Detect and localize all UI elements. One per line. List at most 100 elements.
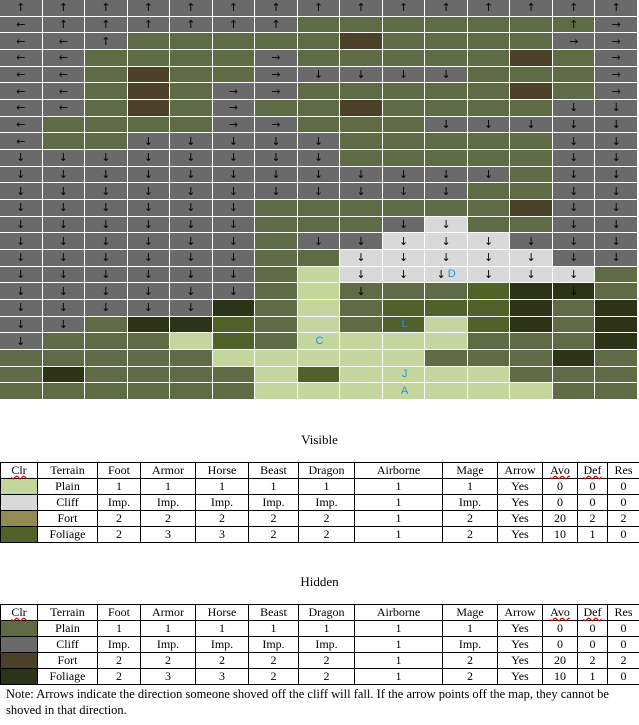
table-cell: Yes — [497, 478, 543, 495]
unit-marker: C — [315, 334, 324, 347]
map-tile — [85, 349, 128, 367]
map-tile — [382, 49, 426, 67]
shove-arrow-icon: ↓ — [611, 134, 621, 148]
table-cell: 1 — [248, 620, 299, 637]
map-tile — [467, 216, 511, 234]
map-tile: ↓ — [425, 66, 468, 84]
map-tile — [127, 349, 171, 367]
shove-arrow-icon: ← — [58, 67, 68, 81]
map-tile — [382, 299, 426, 317]
map-tile — [510, 199, 553, 217]
map-tile: → — [255, 49, 298, 67]
map-tile — [467, 133, 511, 150]
map-tile — [467, 349, 511, 367]
table-cell: 20 — [542, 510, 578, 527]
shove-arrow-icon: ↓ — [143, 184, 153, 198]
map-tile: ↓ — [425, 116, 468, 134]
shove-arrow-icon: ↓ — [398, 184, 409, 198]
map-tile: ↓ — [127, 149, 171, 167]
shove-arrow-icon: ↓ — [356, 234, 366, 248]
map-tile — [127, 316, 171, 334]
shove-arrow-icon: ↓ — [186, 267, 196, 281]
shove-arrow-icon: ↑ — [228, 17, 239, 31]
map-tile: ↓ — [425, 249, 468, 267]
map-note: Note: Arrows indicate the direction some… — [6, 687, 609, 717]
map-tile — [467, 283, 511, 300]
shove-arrow-icon: ↓ — [441, 184, 451, 198]
map-tile: ↓ — [552, 116, 596, 134]
table-cell: 2 — [248, 668, 299, 685]
column-header: Horse — [195, 604, 249, 621]
shove-arrow-icon: ↓ — [228, 217, 239, 231]
map-tile — [170, 116, 213, 134]
map-tile — [212, 349, 256, 367]
shove-arrow-icon: ↑ — [228, 1, 239, 15]
map-tile — [212, 383, 256, 400]
hidden-section-title: Hidden — [300, 574, 339, 589]
table-row: Foliage 2 3 3 2 2 1 2 Yes 10 1 0 — [0, 526, 639, 543]
map-tile: ↓ — [552, 133, 596, 150]
map-tile: ↓ — [595, 199, 638, 217]
map-tile: ↑ — [42, 16, 86, 34]
map-tile — [297, 299, 341, 317]
map-tile: → — [595, 33, 638, 50]
shove-arrow-icon: → — [271, 51, 281, 65]
map-tile — [552, 299, 596, 317]
map-tile: ↓ — [595, 216, 638, 234]
map-tile: ↓ — [85, 216, 128, 234]
table-cell: 0 — [607, 668, 639, 685]
map-tile: ↓ — [297, 233, 341, 250]
shove-arrow-icon: ↓ — [484, 267, 494, 281]
map-tile: ↑ — [42, 0, 86, 17]
map-tile — [42, 133, 86, 150]
map-tile: ↓ — [212, 266, 256, 284]
map-tile — [467, 383, 511, 400]
shove-arrow-icon: ← — [16, 134, 26, 148]
map-tile — [212, 333, 256, 350]
table-cell: Yes — [497, 668, 543, 685]
map-tile: ↓ — [42, 216, 86, 234]
map-tile: → — [212, 99, 256, 117]
shove-arrow-icon: ↓ — [58, 284, 68, 298]
shove-arrow-icon: ↓ — [143, 151, 153, 165]
map-tile: ↑ — [255, 16, 298, 34]
map-tile: ← — [0, 66, 43, 84]
map-tile: ↓ — [552, 166, 596, 184]
map-tile: ↑ — [467, 0, 511, 17]
map-tile: ↓ — [297, 66, 341, 84]
map-tile — [297, 83, 341, 100]
map-tile: ↓ — [85, 283, 128, 300]
table-cell: 2 — [298, 668, 355, 685]
table-cell: 1 — [442, 620, 498, 637]
table-cell: 0 — [542, 494, 578, 511]
table-cell: 1 — [354, 636, 443, 653]
table-cell: 3 — [195, 668, 249, 685]
map-tile — [552, 316, 596, 334]
map-tile — [340, 133, 383, 150]
shove-arrow-icon: ↓ — [101, 151, 111, 165]
table-cell: 10 — [542, 668, 578, 685]
map-tile — [212, 299, 256, 317]
shove-arrow-icon: ↓ — [186, 251, 196, 265]
map-tile — [340, 49, 383, 67]
map-tile: ↓ — [212, 133, 256, 150]
shove-arrow-icon: ↑ — [441, 1, 451, 15]
shove-arrow-icon: ↓ — [313, 134, 324, 148]
color-swatch — [0, 668, 38, 685]
color-swatch — [0, 494, 38, 511]
shove-arrow-icon: ↓ — [441, 234, 451, 248]
column-header: Arrow — [497, 604, 543, 621]
shove-arrow-icon: ← — [16, 51, 26, 65]
map-tile: ← — [42, 49, 86, 67]
table-cell: Imp. — [298, 636, 355, 653]
map-tile — [42, 383, 86, 400]
table-cell: Yes — [497, 510, 543, 527]
map-tile: ↓ — [297, 183, 341, 200]
map-tile: ← — [42, 83, 86, 100]
shove-arrow-icon: ↓ — [228, 134, 239, 148]
shove-arrow-icon: ↑ — [58, 17, 68, 31]
map-tile: ↓ — [170, 299, 213, 317]
shove-arrow-icon: ↑ — [313, 1, 324, 15]
shove-arrow-icon: ↑ — [186, 1, 196, 15]
map-tile — [467, 49, 511, 67]
